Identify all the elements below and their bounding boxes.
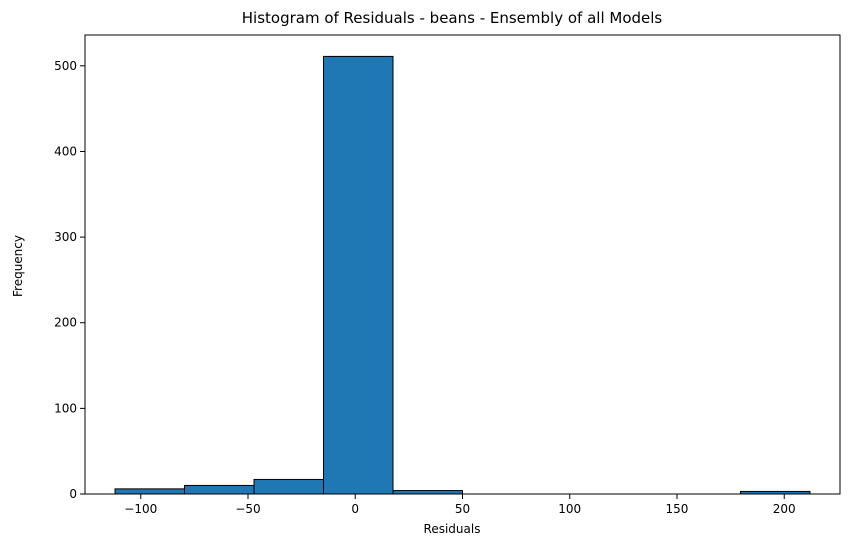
y-tick-label: 300 [54, 230, 77, 244]
x-tick-label: −100 [124, 502, 157, 516]
histogram-bar [392, 490, 463, 495]
histogram-bar [323, 55, 394, 495]
x-axis-label: Residuals [424, 522, 481, 536]
x-tick-label: −50 [235, 502, 260, 516]
chart-title: Histogram of Residuals - beans - Ensembl… [242, 9, 663, 27]
plot-frame [84, 34, 841, 495]
y-tick-label: 0 [69, 487, 77, 501]
histogram-bar [253, 478, 325, 495]
x-axis-ticks: −100 −50 0 50 100 150 200 [124, 494, 796, 516]
x-tick-label: 50 [455, 502, 470, 516]
y-tick-label: 400 [54, 144, 77, 158]
x-tick-label: 0 [351, 502, 359, 516]
y-axis-label: Frequency [11, 235, 25, 297]
x-tick-label: 150 [666, 502, 689, 516]
y-tick-label: 100 [54, 401, 77, 415]
histogram-bar [114, 488, 186, 495]
x-tick-label: 200 [773, 502, 796, 516]
bars-group [114, 55, 811, 495]
x-tick-label: 100 [558, 502, 581, 516]
histogram-bar [184, 484, 255, 495]
y-axis-ticks: 0 100 200 300 400 500 [54, 59, 85, 501]
y-tick-label: 500 [54, 59, 77, 73]
y-tick-label: 200 [54, 316, 77, 330]
